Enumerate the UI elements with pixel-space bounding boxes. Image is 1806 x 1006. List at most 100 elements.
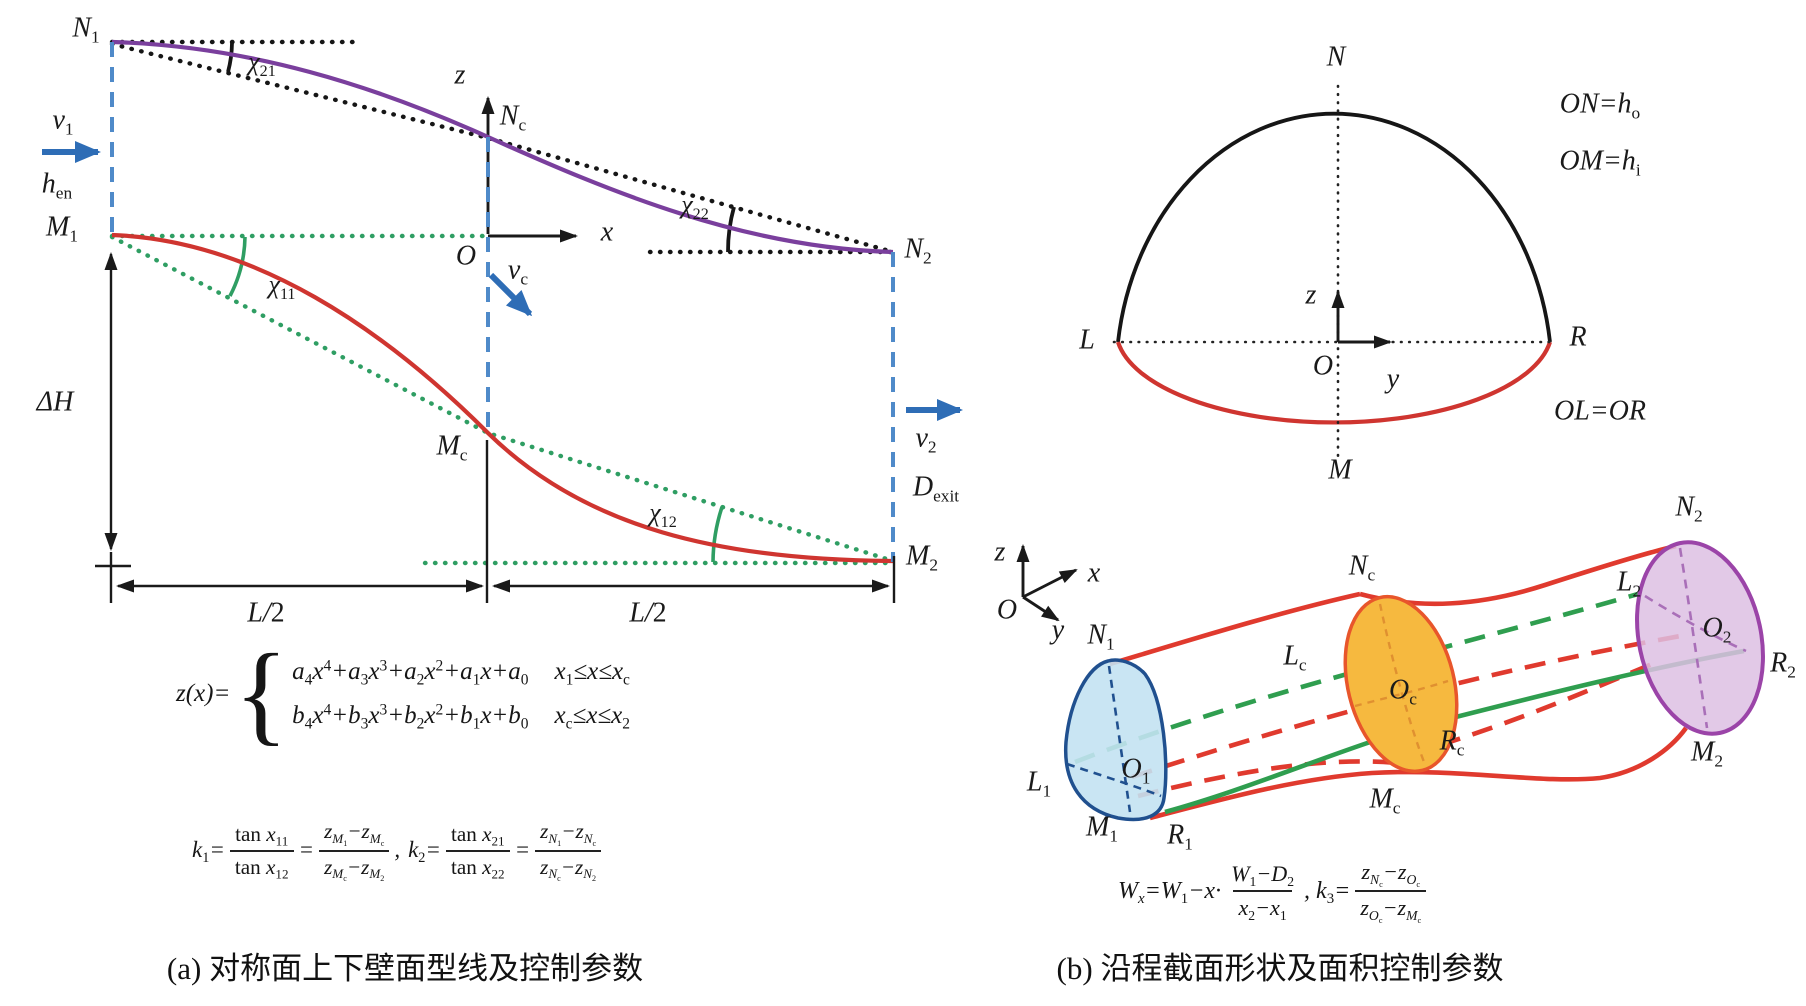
label-z-section: z [1305, 279, 1317, 311]
label-x-axis-a: x [600, 216, 614, 248]
label-d-exit: Dexit [912, 471, 960, 506]
eq-k1-frac-z: zM1−zMc zMc−zM2 [319, 818, 390, 884]
label-rc-tube: Rc [1439, 725, 1465, 760]
eq-k1-z-num: zM1−zMc [324, 819, 385, 848]
eq-k3-frac: zNc−zOc zOc−zMc [1355, 858, 1427, 924]
label-l2-tube: L2 [1616, 566, 1642, 601]
eq-k3-lhs: k3= [1316, 877, 1351, 907]
eq-k3-den: zOc−zMc [1355, 890, 1427, 924]
eq-k3-num: zNc−zOc [1361, 859, 1421, 889]
eq-k2-z-num: zN1−zNc [540, 819, 597, 848]
label-z-tube: z [994, 536, 1006, 568]
label-r1-tube: R1 [1167, 819, 1193, 854]
label-chi12: χ12 [649, 498, 677, 531]
eq-k1-z-den: zMc−zM2 [319, 849, 390, 884]
label-m1-tube: M1 [1085, 811, 1119, 846]
eq-k2-frac-tan: tan x21 tan x22 [445, 821, 510, 881]
label-chi21: χ21 [248, 47, 276, 80]
label-n-section: N [1326, 41, 1346, 73]
label-v1: v1 [52, 104, 74, 139]
panel-b-section [1112, 84, 1555, 458]
label-m2-tube: M2 [1690, 736, 1724, 771]
label-y-tube: y [1051, 614, 1065, 646]
middle-section-ellipse [1343, 594, 1459, 774]
label-mc-tube: Mc [1369, 783, 1401, 818]
eq-w-frac: W1−D2 x2−x1 [1226, 860, 1299, 923]
label-ol-or: OL=OR [1553, 395, 1647, 427]
label-on-ho: ON=ho [1559, 88, 1641, 123]
middle-vertical-dashed [1378, 603, 1426, 763]
bottom-edge-m1-m2 [1149, 726, 1688, 821]
section-lower-contour [1116, 341, 1552, 425]
label-mc-a: Mc [436, 430, 468, 465]
label-o-section: O [1312, 350, 1334, 382]
panel-b-tube [1016, 540, 1765, 822]
eq-k2-equals: = [514, 837, 531, 863]
eq-profile-cond1: x1≤x≤xc [554, 658, 630, 689]
label-nc-tube: Nc [1348, 550, 1376, 585]
label-l1-tube: L1 [1026, 766, 1052, 801]
cases-body: a4x4+a3x3+a2x2+a1x+a0 x1≤x≤xc b4x4+b3x3+… [292, 656, 630, 732]
equation-k1-k2: k1= tan x11 tan x12 = zM1−zMc zMc−zM2 , … [192, 818, 606, 883]
eq-w-num: W1−D2 [1231, 860, 1295, 889]
y-axis-tube [1022, 595, 1060, 622]
label-nc-a: Nc [499, 100, 527, 135]
eq-k1-lhs: k1= [192, 836, 225, 866]
angle-arc-chi21 [226, 42, 234, 73]
eq-w-lhs: Wx=W1−x· [1118, 877, 1222, 907]
lower-generator-dashed-1 [1137, 759, 1399, 799]
label-l2-right: L/2 [629, 597, 667, 629]
label-x-tube: x [1087, 557, 1101, 589]
caption-panel-b: (b) 沿程截面形状及面积控制参数 [1056, 951, 1504, 986]
label-n2-tube: N2 [1675, 491, 1703, 526]
eq-k1-tan-num: tan x11 [235, 821, 289, 849]
label-chi11: χ11 [268, 270, 296, 303]
lower-wall-curve [111, 232, 894, 564]
angle-arc-chi12 [711, 506, 724, 563]
eq-profile-lhs: z(x)= [176, 680, 231, 708]
label-l-section: L [1079, 324, 1095, 356]
eq-k1-frac-tan: tan x11 tan x12 [229, 821, 294, 881]
label-n1-a: N1 [72, 12, 100, 47]
label-o1-tube: O1 [1121, 753, 1151, 788]
label-m1-a: M1 [45, 211, 79, 246]
label-m2-a: M2 [905, 540, 939, 575]
eq-k-separator: , [394, 837, 401, 863]
eq-k2-frac-z: zN1−zNc zNc−zN2 [535, 818, 602, 884]
section-upper-contour [1116, 111, 1552, 343]
label-oc-tube: Oc [1389, 674, 1417, 709]
label-om-hi: OM=hi [1559, 145, 1641, 180]
eq-profile-cond2: xc≤x≤x2 [554, 701, 630, 733]
eq-k2-tan-num: tan x21 [450, 821, 505, 849]
vc-arrow [488, 272, 533, 317]
entrance-section-shape [1063, 658, 1168, 822]
caption-panel-a: (a) 对称面上下壁面型线及控制参数 [166, 951, 644, 986]
label-m-section: M [1328, 454, 1352, 486]
label-n1-tube: N1 [1087, 619, 1115, 654]
label-o-tube: O [996, 594, 1018, 626]
label-o2-tube: O2 [1702, 612, 1732, 647]
label-vc: vc [507, 254, 529, 289]
exit-vertical-dashed [1678, 547, 1709, 729]
equation-wx-k3: Wx=W1−x· W1−D2 x2−x1 , k3= zNc−zOc zOc−z… [1118, 858, 1431, 924]
equation-wall-profile: z(x)= { a4x4+a3x3+a2x2+a1x+a0 x1≤x≤xc b4… [176, 631, 630, 756]
label-y-section: y [1386, 363, 1400, 395]
x-axis-tube [1022, 568, 1078, 599]
eq-k2-tan-den: tan x22 [445, 849, 510, 881]
eq-k1-tan-den: tan x12 [229, 849, 294, 881]
eq-k1-equals: = [298, 837, 315, 863]
entrance-vertical-dashed [1107, 665, 1132, 813]
dotted-chord-m1-mc-m2 [109, 234, 896, 564]
eq-profile-line2: b4x4+b3x3+b2x2+b1x+b0 [292, 701, 529, 733]
lower-generator-dashed-2 [1439, 661, 1653, 748]
label-r-section: R [1569, 321, 1587, 353]
label-l2-left: L/2 [247, 597, 285, 629]
label-lc-tube: Lc [1283, 640, 1307, 675]
eq-w-den: x2−x1 [1233, 890, 1292, 922]
angle-arc-chi11 [228, 236, 247, 297]
eq-k2-lhs: k2= [408, 836, 441, 866]
eq-k2-z-den: zNc−zN2 [535, 849, 602, 884]
label-n2-a: N2 [904, 233, 932, 268]
